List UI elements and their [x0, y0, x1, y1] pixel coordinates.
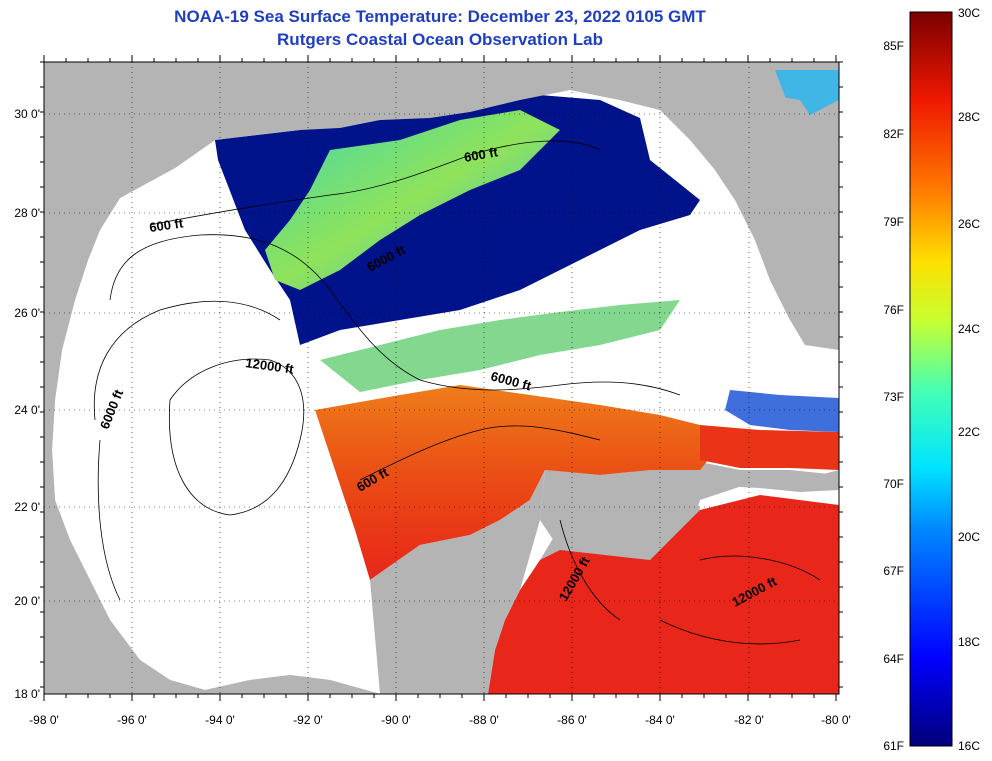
lat-label: 24 0' [14, 403, 40, 417]
colorbar-c-label: 16C [958, 739, 980, 753]
lon-label: -96 0' [117, 713, 147, 727]
sst-warm-region [315, 385, 720, 580]
colorbar-c-label: 26C [958, 217, 980, 231]
lon-label: -98 0' [29, 713, 59, 727]
colorbar-f-label: 79F [883, 215, 904, 229]
lon-label: -92 0' [293, 713, 323, 727]
colorbar-f-label: 67F [883, 564, 904, 578]
colorbar-c-label: 24C [958, 322, 980, 336]
sst-cuba-north [700, 425, 839, 470]
lon-label: -86 0' [557, 713, 587, 727]
cuba-land [655, 462, 839, 492]
colorbar-f-label: 73F [883, 390, 904, 404]
lat-label: 22 0' [14, 500, 40, 514]
contour-label-600ft: 600 ft [463, 144, 500, 165]
colorbar [909, 11, 953, 747]
mexico-land [370, 470, 545, 694]
lat-label: 26 0' [14, 306, 40, 320]
lon-label: -90 0' [381, 713, 411, 727]
map-frame [43, 61, 840, 695]
colorbar-c-label: 20C [958, 530, 980, 544]
lon-label: -94 0' [205, 713, 235, 727]
lon-label: -84 0' [645, 713, 675, 727]
colorbar-f-label: 61F [883, 739, 904, 753]
contour-label-600ft: 600 ft [148, 215, 184, 235]
sst-shelf-band [265, 110, 560, 290]
lat-label: 30 0' [14, 107, 40, 121]
contour-label-12000ft: 12000 ft [245, 355, 296, 377]
colorbar-c-label: 28C [958, 110, 980, 124]
lat-label: 28 0' [14, 206, 40, 220]
florida-land [690, 95, 839, 350]
map-title: NOAA-19 Sea Surface Temperature: Decembe… [174, 7, 706, 26]
colorbar-c-label: 30C [958, 6, 980, 20]
lat-label: 20 0' [14, 594, 40, 608]
sst-florida-strait [725, 390, 839, 432]
lon-label: -82 0' [734, 713, 764, 727]
colorbar-c-label: 18C [958, 635, 980, 649]
colorbar-f-label: 85F [883, 39, 904, 53]
map-subtitle: Rutgers Coastal Ocean Observation Lab [277, 30, 603, 49]
sst-mid-band [320, 300, 680, 392]
lat-label: 18 0' [14, 687, 40, 701]
sst-warm-caribbean [488, 495, 839, 694]
colorbar-f-label: 64F [883, 652, 904, 666]
gulf-coast-land [44, 62, 839, 694]
graticule [44, 62, 839, 694]
axis-ticks [40, 55, 843, 701]
colorbar-f-label: 76F [883, 303, 904, 317]
colorbar-f-label: 70F [883, 477, 904, 491]
colorbar-c-label: 22C [958, 425, 980, 439]
colorbar-f-label: 82F [883, 127, 904, 141]
bathymetry-contours [93, 140, 821, 645]
lon-label: -88 0' [469, 713, 499, 727]
lon-label: -80 0' [821, 713, 851, 727]
